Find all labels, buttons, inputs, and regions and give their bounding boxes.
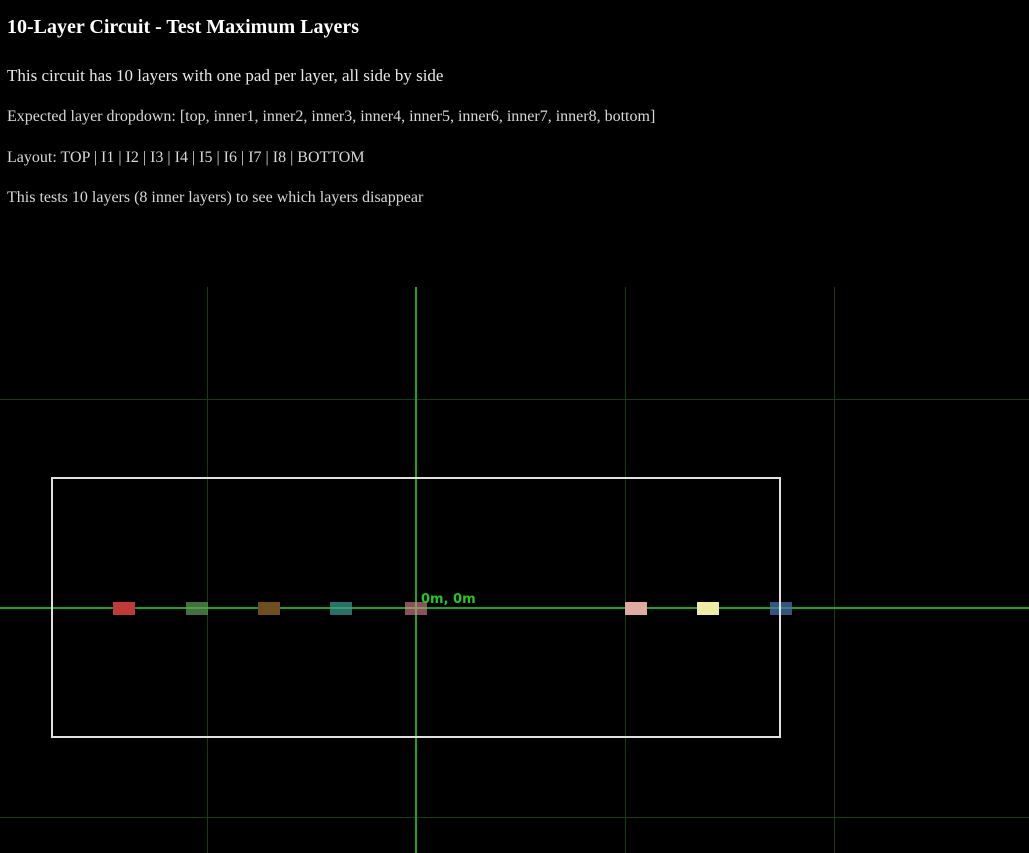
grid-line-horizontal [0, 399, 1029, 400]
pad-inner4[interactable] [405, 601, 427, 615]
pad-top[interactable] [113, 601, 135, 615]
pad-inner2[interactable] [258, 601, 280, 615]
header-text-block: 10-Layer Circuit - Test Maximum Layers T… [0, 16, 1029, 207]
pcb-canvas[interactable]: 0m, 0m [0, 287, 1029, 853]
grid-line-vertical [625, 287, 626, 853]
description-text: This circuit has 10 layers with one pad … [7, 66, 444, 85]
page: 10-Layer Circuit - Test Maximum Layers T… [0, 16, 1029, 853]
layout-text: Layout: TOP | I1 | I2 | I3 | I4 | I5 | I… [7, 148, 365, 166]
pad-inner3[interactable] [330, 601, 352, 615]
pad-bottom[interactable] [770, 601, 792, 615]
page-title: 10-Layer Circuit - Test Maximum Layers [7, 16, 360, 38]
pad-inner8[interactable] [697, 601, 719, 615]
grid-axis-horizontal [0, 607, 1029, 609]
grid-line-vertical [834, 287, 835, 853]
note-text: This tests 10 layers (8 inner layers) to… [7, 188, 424, 206]
pad-inner1[interactable] [186, 601, 208, 615]
origin-coordinates-label: 0m, 0m [421, 592, 476, 607]
grid-axis-vertical [415, 287, 417, 853]
grid-line-horizontal [0, 817, 1029, 818]
pad-inner7[interactable] [625, 601, 647, 615]
expected-dropdown-text: Expected layer dropdown: [top, inner1, i… [7, 108, 656, 126]
board-outline [51, 477, 781, 738]
grid-line-vertical [207, 287, 208, 853]
